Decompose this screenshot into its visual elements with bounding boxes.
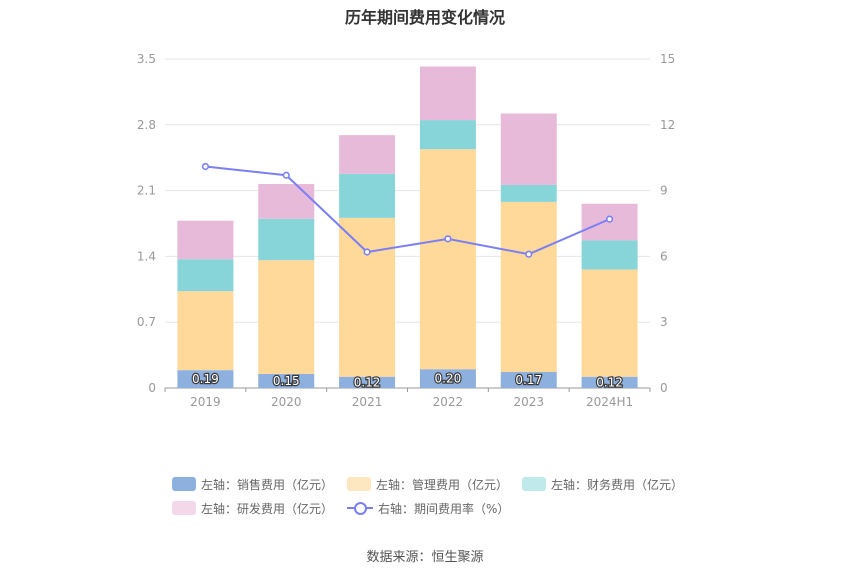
bar-segment [419, 149, 476, 370]
rate-line [205, 165, 610, 256]
bar-segment [339, 135, 396, 174]
bar-segment [339, 376, 396, 388]
x-tick-label: 2023 [513, 395, 544, 409]
stacked-bar-line-chart: 0 0.7 1.4 2.1 2.8 3.5 0 3 6 9 12 15 2019 0.19 2020 0.15… [137, 52, 675, 409]
legend: 左轴：销售费用（亿元） 左轴：管理费用（亿元） 左轴：财务费用（亿元） 左轴：研… [172, 472, 712, 520]
bar-segment [177, 259, 234, 292]
y-right-tick-label: 0 [660, 381, 668, 395]
y-left-tick-label: 3.5 [137, 52, 156, 66]
bar-segment [500, 184, 557, 202]
x-tick-label: 2022 [433, 395, 464, 409]
bar-segment [339, 173, 396, 218]
data-source: 数据来源：恒生聚源 [366, 550, 484, 565]
bar-segment [419, 120, 476, 150]
rate-point [363, 248, 371, 256]
bar-segment [581, 376, 638, 388]
rate-point [282, 171, 290, 179]
chart-title: 历年期间费用变化情况 [344, 8, 505, 27]
legend-label-finance: 左轴：财务费用（亿元） [551, 477, 684, 492]
legend-label-sales: 左轴：销售费用（亿元） [201, 477, 334, 492]
legend-item-finance[interactable]: 左轴：财务费用（亿元） [522, 476, 683, 493]
data-label: 0.12 [354, 375, 381, 389]
bar-segment [581, 269, 638, 377]
data-label: 0.15 [273, 374, 300, 388]
y-left-tick-label: 0 [148, 381, 156, 395]
bar-segment [258, 184, 315, 219]
legend-label-rate: 右轴：期间费用率（%） [378, 501, 510, 516]
bar-segment [177, 291, 234, 371]
rate-point [444, 235, 452, 243]
y-right-tick-label: 12 [660, 118, 675, 132]
rate-point [525, 250, 533, 258]
legend-label-admin: 左轴：管理费用（亿元） [376, 477, 509, 492]
legend-swatch-finance [522, 477, 547, 491]
bar-segment [500, 201, 557, 373]
rate-point [201, 162, 210, 171]
data-label: 0.20 [435, 372, 462, 386]
data-label: 0.12 [596, 375, 623, 389]
y-left-tick-label: 2.1 [137, 184, 156, 198]
data-label: 0.19 [192, 372, 219, 386]
bar-segment [258, 373, 315, 388]
y-right-tick-label: 3 [660, 315, 668, 329]
legend-swatch-sales [172, 477, 196, 491]
y-right-tick-label: 9 [660, 184, 668, 198]
x-tick-label: 2021 [352, 395, 383, 409]
x-tick-label: 2020 [271, 395, 302, 409]
rate-point [605, 215, 614, 223]
y-right-tick-label: 15 [660, 52, 675, 66]
bar-segment [177, 220, 234, 260]
legend-line-marker-icon [347, 501, 374, 515]
x-tick-label: 2019 [190, 395, 221, 409]
bar-segment [581, 240, 638, 270]
bar-segment [258, 218, 315, 261]
bar-segment [500, 113, 557, 185]
legend-item-rnd[interactable]: 左轴：研发费用（亿元） [172, 500, 333, 517]
legend-swatch-rnd [172, 501, 196, 515]
bar-segment [419, 369, 476, 388]
bar-segment [500, 372, 557, 388]
legend-item-rate[interactable]: 右轴：期间费用率（%） [347, 500, 509, 517]
data-label: 0.17 [515, 373, 542, 387]
legend-swatch-admin [347, 477, 372, 491]
x-tick-label: 2024H1 [586, 395, 633, 409]
bar-segment [419, 66, 476, 121]
legend-item-sales[interactable]: 左轴：销售费用（亿元） [172, 476, 333, 493]
y-left-tick-label: 1.4 [137, 249, 156, 263]
bar-segment [339, 217, 396, 377]
y-left-tick-label: 2.8 [137, 118, 156, 132]
bar-segment [177, 370, 234, 388]
bar-segment [258, 260, 315, 374]
legend-item-admin[interactable]: 左轴：管理费用（亿元） [347, 476, 508, 493]
legend-label-rnd: 左轴：研发费用（亿元） [201, 501, 334, 516]
y-right-tick-label: 6 [660, 249, 668, 263]
y-left-tick-label: 0.7 [137, 315, 156, 329]
